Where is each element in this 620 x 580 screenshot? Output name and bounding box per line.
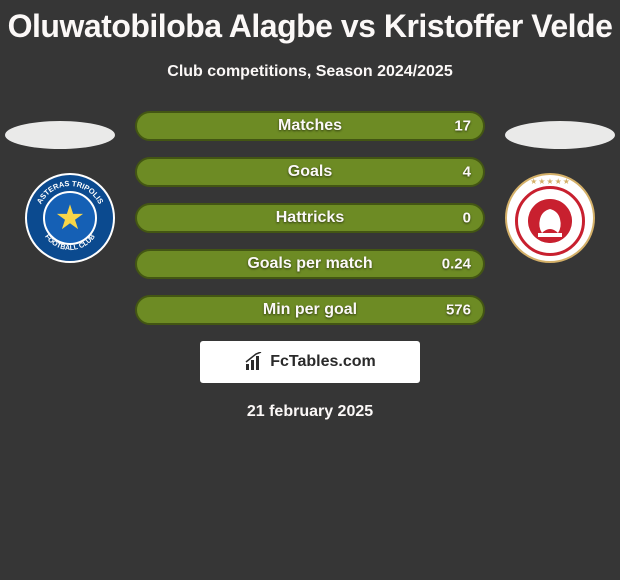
- stat-value-right: 17: [454, 118, 471, 135]
- page-title: Oluwatobiloba Alagbe vs Kristoffer Velde: [0, 0, 620, 45]
- svg-text:FOOTBALL CLUB: FOOTBALL CLUB: [43, 233, 97, 252]
- stat-rows-container: Matches 17 Goals 4 Hattricks 0 Goals per match…: [135, 111, 485, 325]
- stat-label: Goals: [288, 163, 332, 181]
- olympiacos-head-icon: [528, 199, 572, 243]
- stat-row: Min per goal 576: [135, 295, 485, 325]
- stat-value-right: 4: [463, 164, 471, 181]
- star-icon: ★: [563, 178, 570, 186]
- star-icon: ★: [530, 178, 537, 186]
- asteras-text-ring: ASTERAS TRIPOLIS FOOTBALL CLUB: [28, 176, 112, 260]
- stat-row: Matches 17: [135, 111, 485, 141]
- stat-label: Min per goal: [263, 301, 357, 319]
- club-badge-left: ASTERAS TRIPOLIS FOOTBALL CLUB ★: [25, 173, 115, 263]
- asteras-badge: ASTERAS TRIPOLIS FOOTBALL CLUB ★: [25, 173, 115, 263]
- brand-link[interactable]: FcTables.com: [200, 341, 420, 383]
- player-photo-oval-left: [5, 121, 115, 149]
- stat-label: Hattricks: [276, 209, 344, 227]
- comparison-area: ASTERAS TRIPOLIS FOOTBALL CLUB ★ ★ ★ ★ ★…: [0, 111, 620, 421]
- star-icon: ★: [546, 178, 553, 186]
- olympiacos-ring: [515, 186, 585, 256]
- star-icon: ★: [555, 178, 562, 186]
- stat-label: Matches: [278, 117, 342, 135]
- club-badge-right: ★ ★ ★ ★ ★: [505, 173, 595, 263]
- olympiacos-inner: [528, 199, 572, 243]
- stat-row: Goals per match 0.24: [135, 249, 485, 279]
- stat-value-right: 0: [463, 210, 471, 227]
- chart-icon: [244, 352, 264, 372]
- subtitle: Club competitions, Season 2024/2025: [0, 63, 620, 81]
- star-icon: ★: [538, 178, 545, 186]
- player-photo-oval-right: [505, 121, 615, 149]
- date-label: 21 february 2025: [0, 403, 620, 421]
- olympiacos-stars: ★ ★ ★ ★ ★: [530, 178, 570, 186]
- stat-value-right: 0.24: [442, 256, 471, 273]
- brand-text: FcTables.com: [270, 353, 376, 371]
- stat-row: Goals 4: [135, 157, 485, 187]
- stat-label: Goals per match: [247, 255, 372, 273]
- svg-text:ASTERAS TRIPOLIS: ASTERAS TRIPOLIS: [35, 179, 105, 206]
- stat-value-right: 576: [446, 302, 471, 319]
- stat-row: Hattricks 0: [135, 203, 485, 233]
- olympiacos-badge: ★ ★ ★ ★ ★: [505, 173, 595, 263]
